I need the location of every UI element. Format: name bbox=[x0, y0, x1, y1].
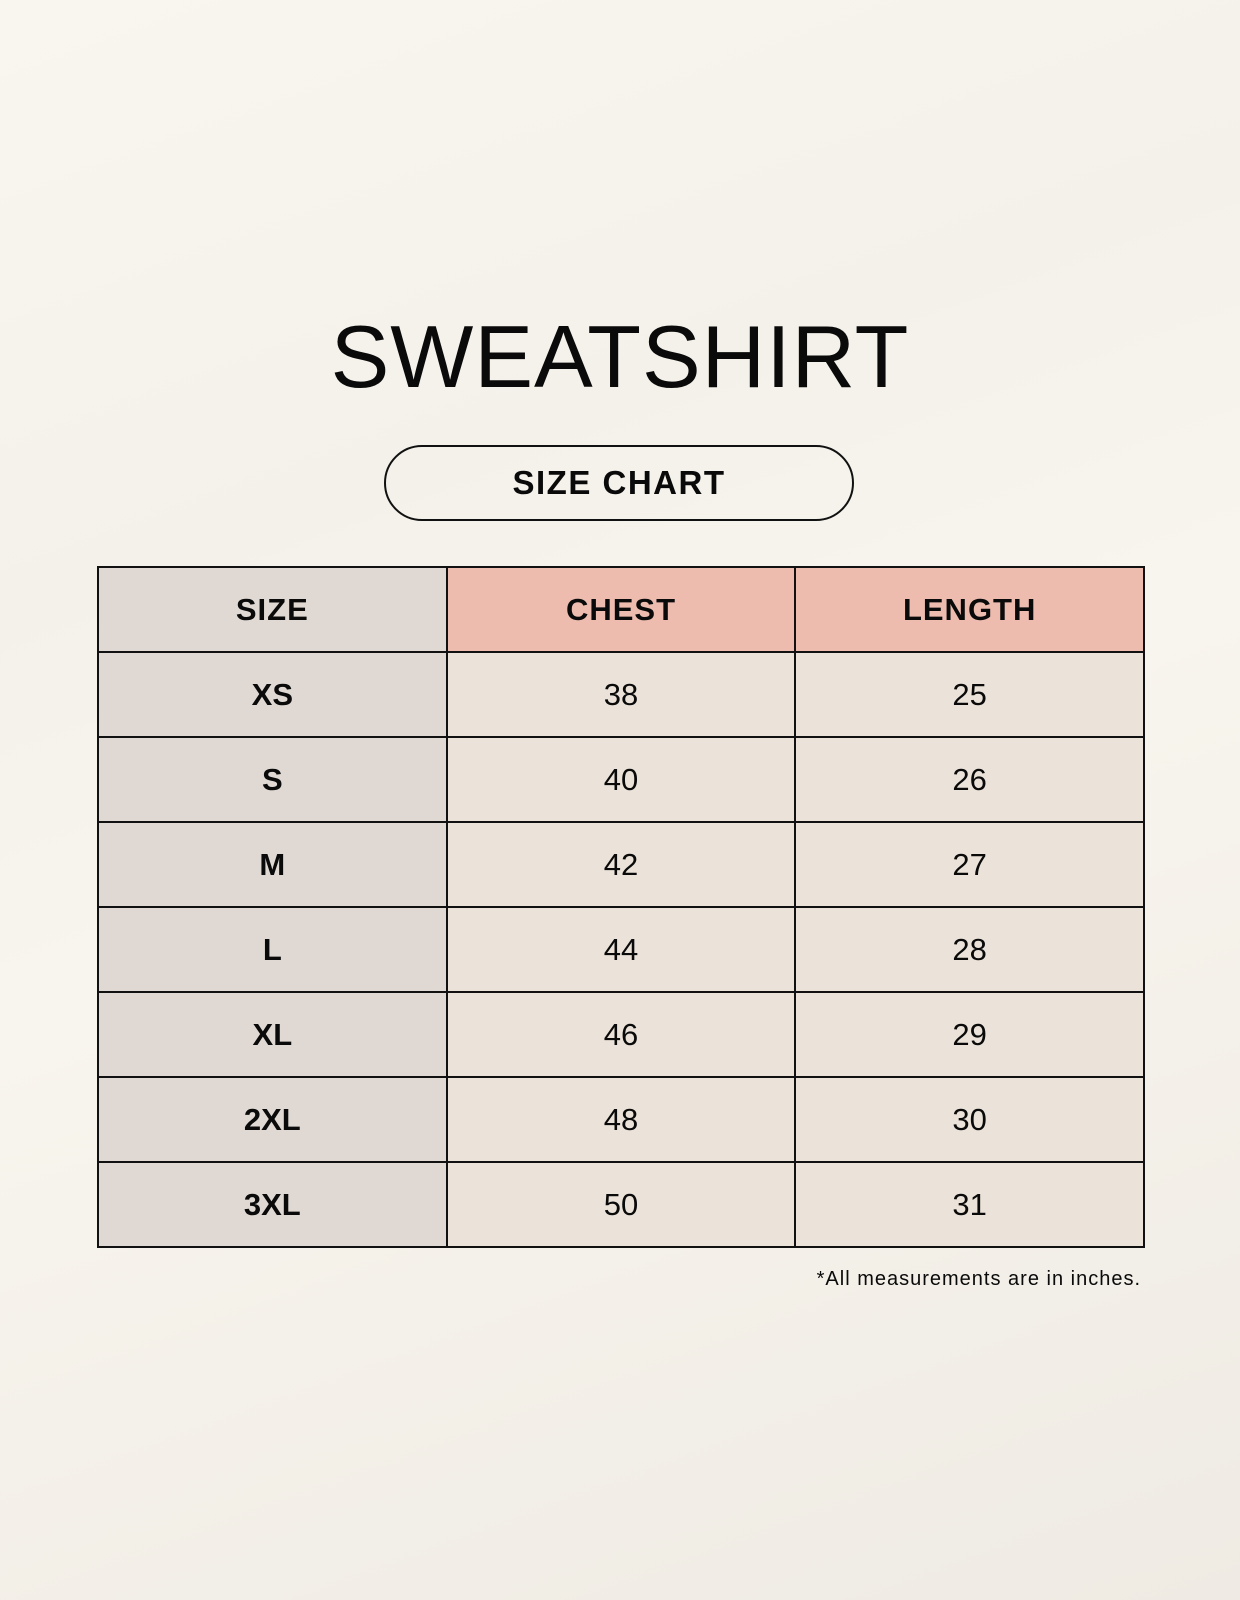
page-title: SWEATSHIRT bbox=[330, 307, 910, 406]
cell-chest: 50 bbox=[445, 1161, 797, 1248]
cell-length: 28 bbox=[794, 906, 1145, 993]
cell-chest: 42 bbox=[445, 821, 797, 908]
cell-chest: 40 bbox=[445, 736, 797, 823]
table-header-row: SIZE CHEST LENGTH bbox=[97, 566, 1145, 653]
cell-length: 26 bbox=[794, 736, 1145, 823]
header-size: SIZE bbox=[97, 566, 448, 653]
cell-chest: 48 bbox=[445, 1076, 797, 1163]
header-length: LENGTH bbox=[794, 566, 1145, 653]
cell-length: 27 bbox=[794, 821, 1145, 908]
size-chart-badge: SIZE CHART bbox=[384, 445, 854, 521]
table-row: M 42 27 bbox=[97, 821, 1145, 908]
table-row: 2XL 48 30 bbox=[97, 1076, 1145, 1163]
cell-chest: 38 bbox=[445, 651, 797, 738]
size-table: SIZE CHEST LENGTH XS 38 25 S 40 26 M 42 27 L 44 28 X… bbox=[97, 566, 1145, 1248]
cell-size: XS bbox=[97, 651, 448, 738]
footnote: *All measurements are in inches. bbox=[816, 1268, 1141, 1290]
cell-size: 2XL bbox=[97, 1076, 448, 1163]
table-row: 3XL 50 31 bbox=[97, 1161, 1145, 1248]
cell-length: 25 bbox=[794, 651, 1145, 738]
table-row: S 40 26 bbox=[97, 736, 1145, 823]
cell-length: 29 bbox=[794, 991, 1145, 1078]
cell-length: 31 bbox=[794, 1161, 1145, 1248]
table-row: XS 38 25 bbox=[97, 651, 1145, 738]
cell-size: S bbox=[97, 736, 448, 823]
cell-chest: 46 bbox=[445, 991, 797, 1078]
header-chest: CHEST bbox=[445, 566, 797, 653]
table-row: XL 46 29 bbox=[97, 991, 1145, 1078]
cell-size: M bbox=[97, 821, 448, 908]
cell-chest: 44 bbox=[445, 906, 797, 993]
cell-size: 3XL bbox=[97, 1161, 448, 1248]
cell-size: XL bbox=[97, 991, 448, 1078]
table-row: L 44 28 bbox=[97, 906, 1145, 993]
cell-length: 30 bbox=[794, 1076, 1145, 1163]
cell-size: L bbox=[97, 906, 448, 993]
